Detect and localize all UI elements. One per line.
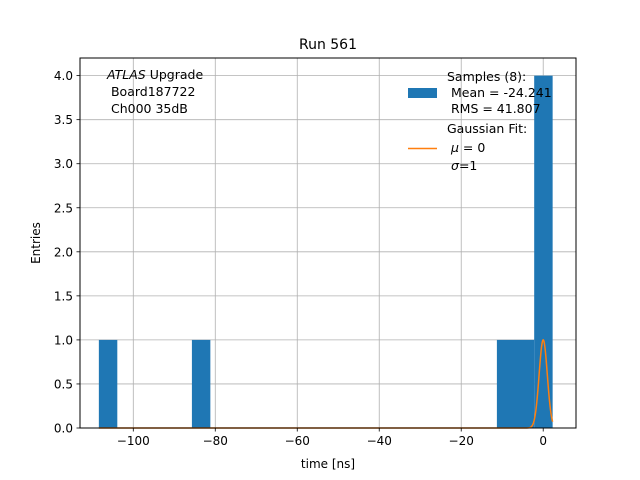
legend-mu-symbol: μ bbox=[450, 140, 459, 155]
x-tick-label: −20 bbox=[449, 434, 474, 448]
x-tick-label: −60 bbox=[285, 434, 310, 448]
y-tick-label: 2.0 bbox=[54, 245, 73, 259]
legend-samples-mean: Mean = -24.241 bbox=[447, 85, 552, 100]
legend-samples-rms: RMS = 41.807 bbox=[447, 101, 541, 116]
histogram-bar bbox=[496, 339, 535, 428]
y-tick-label: 3.5 bbox=[54, 113, 73, 127]
legend-fit-sigma: σ=1 bbox=[451, 158, 477, 173]
grid-lines bbox=[80, 58, 576, 429]
histogram-bar bbox=[534, 75, 553, 428]
y-tick-label: 0.0 bbox=[54, 422, 73, 436]
y-tick-label: 0.5 bbox=[54, 377, 73, 391]
x-tick-label: −100 bbox=[117, 434, 150, 448]
y-tick-label: 3.0 bbox=[54, 157, 73, 171]
legend-sigma-value: =1 bbox=[459, 158, 477, 173]
y-axis-label: Entries bbox=[29, 222, 43, 264]
legend-fit-mu: μ = 0 bbox=[450, 140, 485, 155]
annotation-upgrade: Upgrade bbox=[146, 67, 204, 82]
y-tick-label: 4.0 bbox=[54, 69, 73, 83]
legend-fit-title: Gaussian Fit: bbox=[447, 121, 527, 136]
plot-frame bbox=[79, 57, 577, 429]
annotation-line-3: Ch000 35dB bbox=[107, 101, 188, 116]
y-tick-label: 1.0 bbox=[54, 333, 73, 347]
annotation-line-1: ATLAS Upgrade bbox=[106, 67, 203, 82]
legend-samples-title: Samples (8): bbox=[447, 69, 526, 84]
histogram-bars bbox=[98, 75, 553, 428]
legend-sigma-symbol: σ bbox=[451, 158, 460, 173]
x-axis-label: time [ns] bbox=[301, 457, 355, 471]
y-tick-label: 1.5 bbox=[54, 289, 73, 303]
x-tick-label: 0 bbox=[539, 434, 547, 448]
annotation-line-2: Board187722 bbox=[107, 84, 195, 99]
histogram-bar bbox=[191, 339, 211, 428]
x-tick-label: −40 bbox=[367, 434, 392, 448]
legend-mu-value: = 0 bbox=[459, 140, 485, 155]
y-tick-label: 2.5 bbox=[54, 201, 73, 215]
chart-title: Run 561 bbox=[299, 37, 357, 53]
atlas-annotation: ATLAS Upgrade Board187722 Ch000 35dB bbox=[106, 67, 203, 116]
annotation-atlas: ATLAS bbox=[106, 67, 146, 82]
legend: Samples (8): Mean = -24.241 RMS = 41.807… bbox=[408, 69, 552, 173]
legend-samples-swatch bbox=[408, 88, 437, 98]
x-tick-label: −80 bbox=[203, 434, 228, 448]
histogram-bar bbox=[98, 339, 118, 428]
axis-ticks: −100 −80 −60 −40 −20 0 0.0 0.5 1.0 1.5 2.0 2.5 3.0 3.… bbox=[54, 69, 547, 448]
